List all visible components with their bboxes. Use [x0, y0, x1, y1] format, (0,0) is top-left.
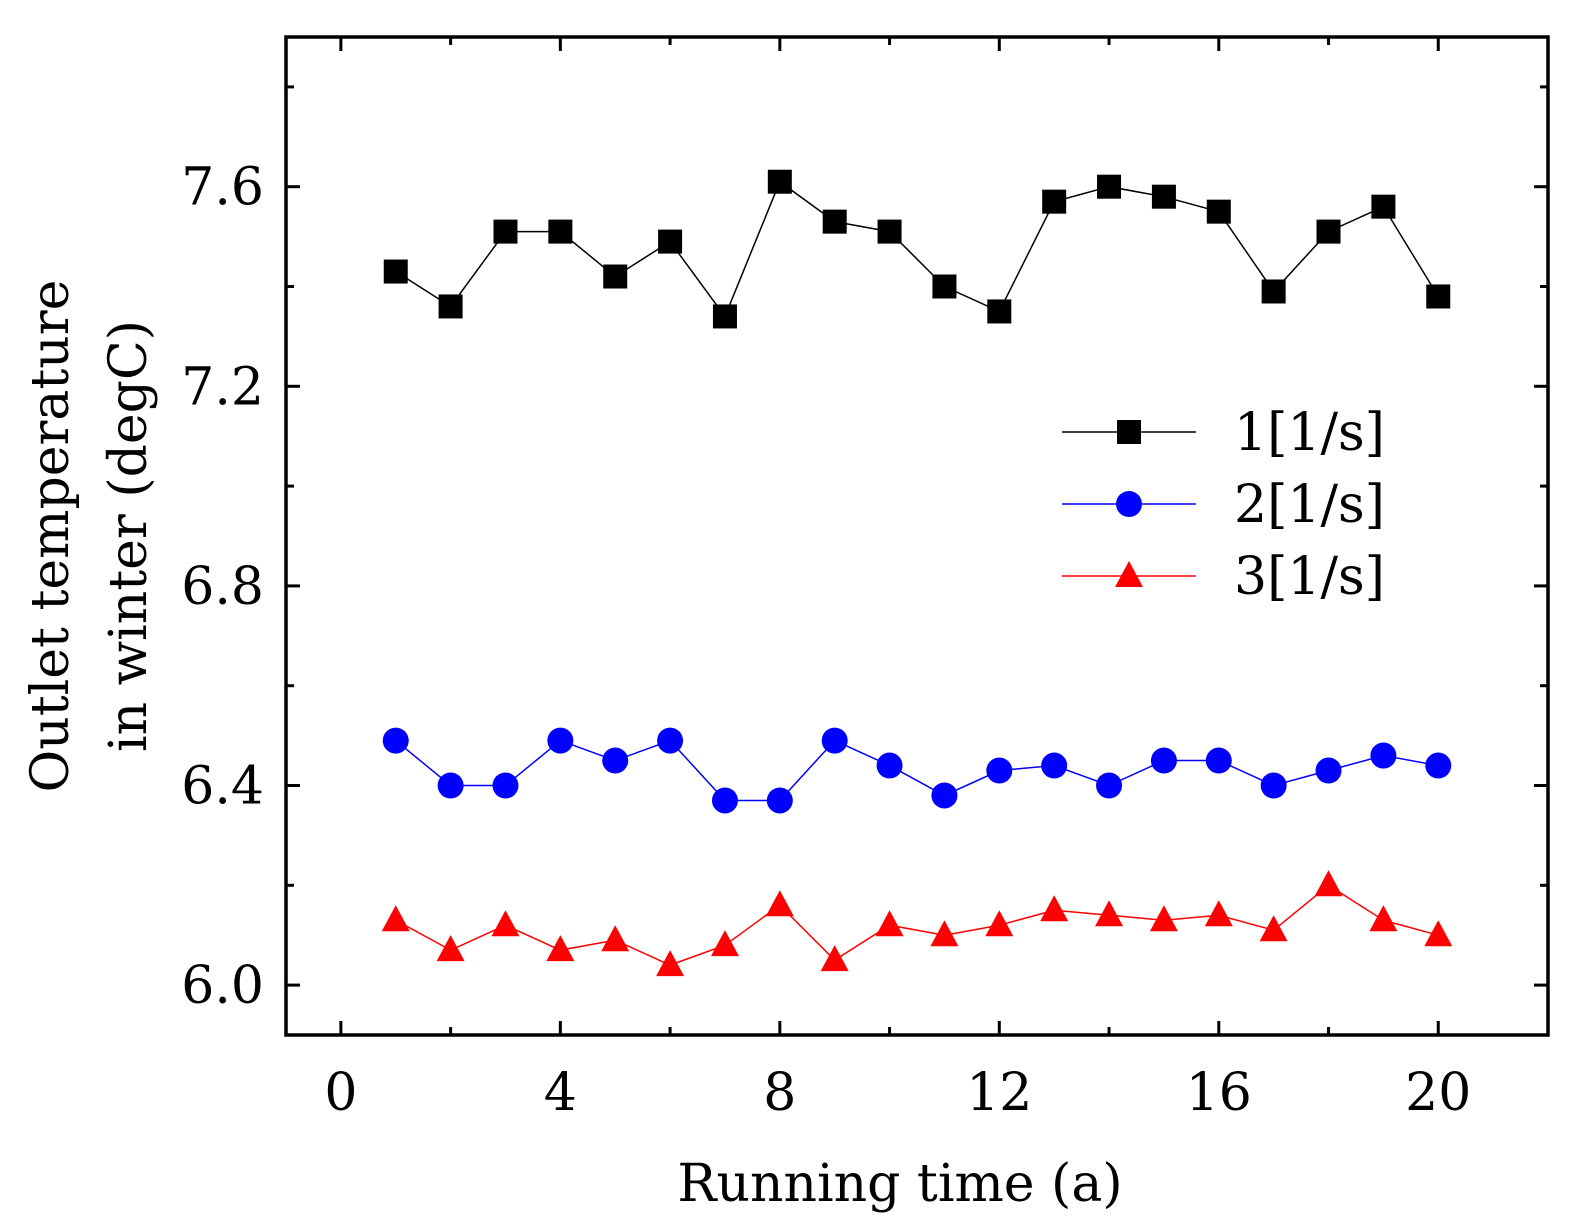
data-point-triangle — [1424, 920, 1453, 947]
data-point-square — [1316, 219, 1341, 244]
x-tick-label: 8 — [763, 1063, 796, 1123]
data-point-triangle — [546, 935, 575, 962]
data-point-square — [1426, 284, 1451, 309]
data-point-circle — [766, 787, 793, 814]
series-3 — [381, 870, 1453, 977]
data-point-triangle — [1204, 900, 1233, 927]
y-axis-title-line1: Outlet temperature — [21, 280, 81, 793]
data-point-square — [1206, 199, 1231, 224]
data-point-triangle — [1095, 900, 1124, 927]
data-point-square — [1042, 189, 1067, 214]
x-tick-label: 20 — [1405, 1063, 1471, 1123]
y-tick-label: 6.8 — [181, 557, 264, 617]
x-tick-label: 4 — [544, 1063, 577, 1123]
legend-label-3: 3[1/s] — [1234, 547, 1385, 607]
y-tick-label: 7.2 — [181, 357, 264, 417]
data-point-triangle — [710, 930, 739, 957]
data-point-circle — [1150, 747, 1177, 774]
data-point-triangle — [1369, 905, 1398, 932]
data-point-square — [493, 219, 518, 244]
legend-marker-circle — [1116, 491, 1142, 517]
data-point-square — [603, 264, 628, 289]
axis-ticks — [286, 37, 1548, 1035]
data-point-square — [932, 274, 957, 299]
axis-tick-labels: 0 4 8 12 16 20 6.0 6.4 6.8 7.2 7.6 — [181, 158, 1471, 1123]
data-point-square — [712, 304, 737, 329]
series-layer — [381, 169, 1453, 977]
y-axis-title-line2: in winter (degC) — [99, 320, 159, 752]
data-point-square — [383, 259, 408, 284]
data-point-circle — [492, 772, 519, 799]
data-point-square — [658, 229, 683, 254]
data-point-triangle — [381, 905, 410, 932]
data-point-square — [1097, 174, 1122, 199]
data-point-circle — [602, 747, 629, 774]
data-point-triangle — [436, 935, 465, 962]
data-point-square — [877, 219, 902, 244]
data-point-triangle — [491, 910, 520, 937]
y-tick-label: 6.4 — [181, 757, 264, 817]
y-tick-label: 6.0 — [181, 956, 264, 1016]
data-point-circle — [382, 727, 409, 754]
data-point-square — [1371, 194, 1396, 219]
y-tick-label: 7.6 — [181, 158, 264, 218]
series-1 — [383, 169, 1451, 329]
data-point-circle — [1096, 772, 1123, 799]
data-point-triangle — [1314, 870, 1343, 897]
data-point-square — [548, 219, 573, 244]
x-axis-title: Running time (a) — [677, 1154, 1122, 1214]
series-line-3 — [395, 884, 1439, 966]
data-point-square — [987, 299, 1012, 324]
data-point-circle — [931, 782, 958, 809]
data-point-triangle — [985, 910, 1014, 937]
data-point-triangle — [1259, 915, 1288, 942]
data-point-square — [1151, 184, 1176, 209]
data-point-circle — [437, 772, 464, 799]
data-point-circle — [1205, 747, 1232, 774]
data-point-square — [438, 294, 463, 319]
data-point-circle — [821, 727, 848, 754]
data-point-triangle — [875, 910, 904, 937]
x-tick-label: 0 — [324, 1063, 357, 1123]
data-point-circle — [711, 787, 738, 814]
legend-item-2: 2[1/s] — [1062, 475, 1385, 535]
data-point-circle — [986, 757, 1013, 784]
x-tick-label: 12 — [966, 1063, 1032, 1123]
legend-marker-square — [1117, 420, 1141, 444]
data-point-circle — [657, 727, 684, 754]
data-point-triangle — [1040, 895, 1069, 922]
data-point-circle — [1425, 752, 1452, 779]
data-point-triangle — [1149, 905, 1178, 932]
x-tick-label: 16 — [1186, 1063, 1252, 1123]
data-point-circle — [1315, 757, 1342, 784]
data-point-triangle — [820, 945, 849, 972]
legend: 1[1/s] 2[1/s] 3[1/s] — [1062, 403, 1385, 607]
data-point-triangle — [656, 950, 685, 977]
data-point-square — [767, 169, 792, 194]
series-2 — [382, 727, 1452, 814]
data-point-triangle — [930, 920, 959, 947]
plot-frame — [284, 35, 1550, 1037]
data-point-triangle — [601, 925, 630, 952]
legend-marker-triangle — [1115, 561, 1143, 587]
legend-item-1: 1[1/s] — [1062, 403, 1385, 463]
legend-item-3: 3[1/s] — [1062, 547, 1385, 607]
data-point-circle — [876, 752, 903, 779]
data-point-square — [822, 209, 847, 234]
data-point-circle — [1041, 752, 1068, 779]
legend-label-1: 1[1/s] — [1234, 403, 1385, 463]
data-point-circle — [1370, 742, 1397, 769]
data-point-circle — [1260, 772, 1287, 799]
data-point-circle — [547, 727, 574, 754]
legend-label-2: 2[1/s] — [1234, 475, 1385, 535]
data-point-square — [1261, 279, 1286, 304]
data-point-triangle — [765, 890, 794, 917]
